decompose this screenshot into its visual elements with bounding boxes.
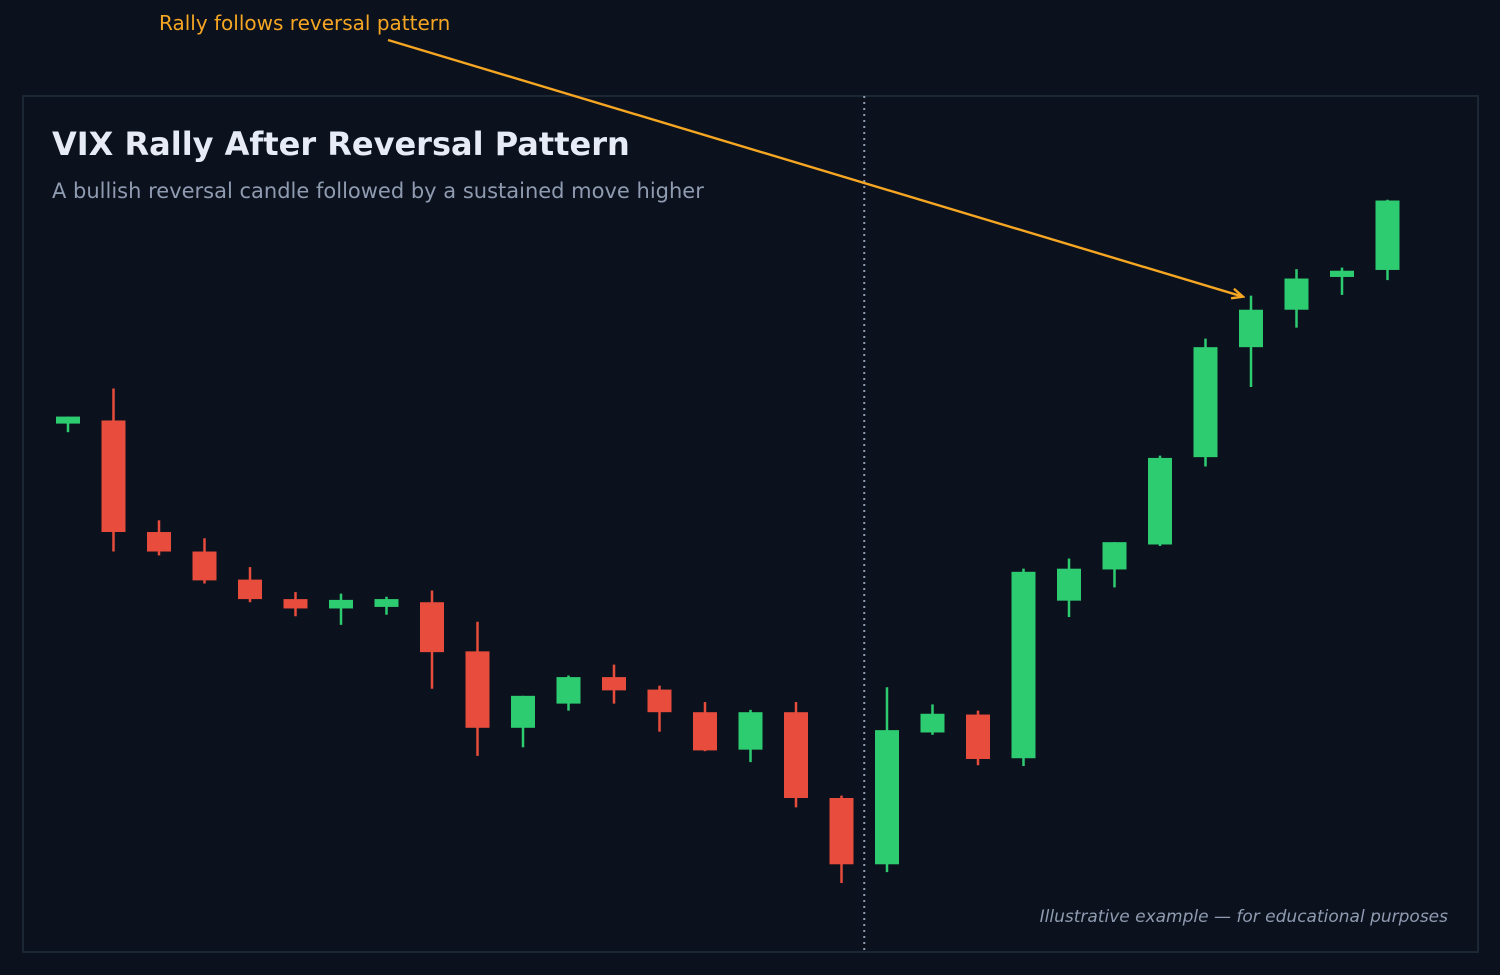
candle-down bbox=[283, 592, 308, 617]
candle-body bbox=[738, 712, 763, 750]
candle-down bbox=[693, 702, 717, 752]
footnote: Illustrative example — for educational p… bbox=[1040, 907, 1448, 927]
candle-up bbox=[1284, 269, 1309, 328]
candle-body bbox=[784, 712, 808, 798]
candle-body bbox=[1057, 568, 1081, 601]
candle-up bbox=[556, 675, 581, 711]
candle-up bbox=[738, 709, 763, 763]
candle-body bbox=[56, 416, 80, 424]
candle-body bbox=[1239, 309, 1263, 348]
annotation-label: Rally follows reversal pattern bbox=[159, 11, 450, 35]
candle-up bbox=[1102, 542, 1127, 588]
candle-up bbox=[374, 596, 399, 615]
candle-up bbox=[1148, 455, 1172, 547]
candle-body bbox=[192, 551, 217, 581]
candle-body bbox=[283, 599, 308, 609]
candle-up bbox=[1057, 558, 1081, 618]
candle-body bbox=[374, 599, 399, 607]
candle-up bbox=[1011, 568, 1036, 767]
annotation-arrow bbox=[387, 38, 1243, 297]
candle-down bbox=[647, 685, 672, 732]
candle-body bbox=[920, 713, 945, 733]
candle-down bbox=[147, 520, 171, 556]
candle-down bbox=[465, 621, 490, 756]
candle-up bbox=[1330, 267, 1354, 295]
candle-body bbox=[511, 695, 535, 728]
candle-down bbox=[966, 710, 990, 766]
candle-body bbox=[647, 689, 672, 713]
candle-body bbox=[1011, 571, 1036, 759]
candle-body bbox=[101, 420, 126, 533]
candle-body bbox=[329, 599, 353, 609]
candle-body bbox=[1375, 200, 1400, 270]
candle-body bbox=[1193, 347, 1218, 458]
candle-down bbox=[192, 538, 217, 584]
candle-body bbox=[875, 730, 899, 865]
candle-up bbox=[875, 687, 899, 873]
candle-body bbox=[147, 532, 171, 552]
candle-down bbox=[101, 388, 126, 552]
candle-up bbox=[56, 416, 80, 433]
candle-body bbox=[465, 651, 490, 728]
candle-down bbox=[602, 664, 626, 704]
candle-up bbox=[1239, 295, 1263, 387]
candle-down bbox=[420, 590, 444, 689]
plot-frame bbox=[22, 95, 1479, 953]
candle-up bbox=[920, 704, 945, 735]
candle-body bbox=[556, 677, 581, 704]
candle-body bbox=[1148, 457, 1172, 545]
candle-up bbox=[329, 593, 353, 625]
candle-body bbox=[966, 714, 990, 759]
candle-body bbox=[693, 712, 717, 751]
candle-up bbox=[1375, 199, 1400, 281]
candle-body bbox=[238, 579, 262, 600]
chart-title: VIX Rally After Reversal Pattern bbox=[52, 125, 630, 163]
candle-down bbox=[238, 567, 262, 603]
chart-subtitle: A bullish reversal candle followed by a … bbox=[52, 179, 704, 203]
candles-layer bbox=[56, 199, 1400, 884]
candle-body bbox=[1102, 542, 1127, 570]
candle-body bbox=[602, 677, 626, 691]
candle-body bbox=[1330, 270, 1354, 277]
candle-up bbox=[1193, 338, 1218, 467]
candle-down bbox=[784, 702, 808, 808]
candle-body bbox=[1284, 278, 1309, 310]
candle-down bbox=[829, 795, 854, 884]
candle-body bbox=[829, 798, 854, 865]
candle-body bbox=[420, 602, 444, 653]
candle-up bbox=[511, 695, 535, 748]
